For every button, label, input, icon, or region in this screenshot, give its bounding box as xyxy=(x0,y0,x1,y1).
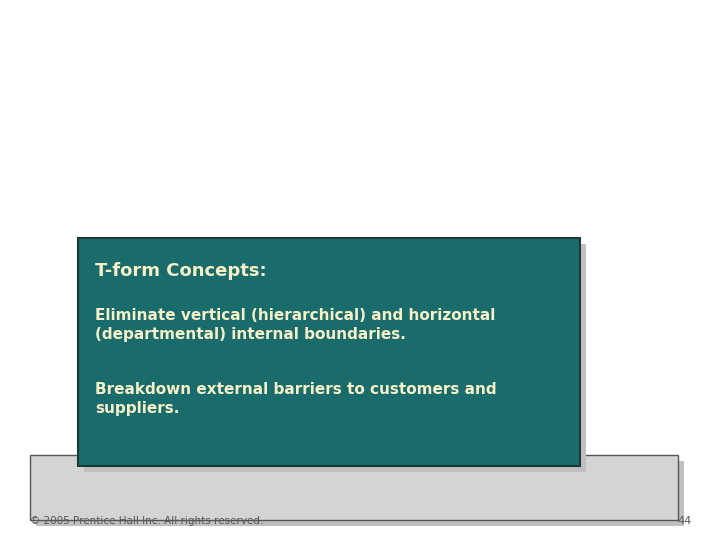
Text: 44: 44 xyxy=(678,516,692,526)
Bar xyxy=(78,238,580,466)
Bar xyxy=(36,461,684,526)
Text: T-form Concepts:: T-form Concepts: xyxy=(95,262,266,280)
Text: © 2005 Prentice Hall Inc. All rights reserved.: © 2005 Prentice Hall Inc. All rights res… xyxy=(30,516,264,526)
Bar xyxy=(30,455,678,520)
Text: Eliminate vertical (hierarchical) and horizontal
(departmental) internal boundar: Eliminate vertical (hierarchical) and ho… xyxy=(95,308,495,342)
Text: Breakdown external barriers to customers and
suppliers.: Breakdown external barriers to customers… xyxy=(95,382,497,416)
Bar xyxy=(84,244,586,472)
